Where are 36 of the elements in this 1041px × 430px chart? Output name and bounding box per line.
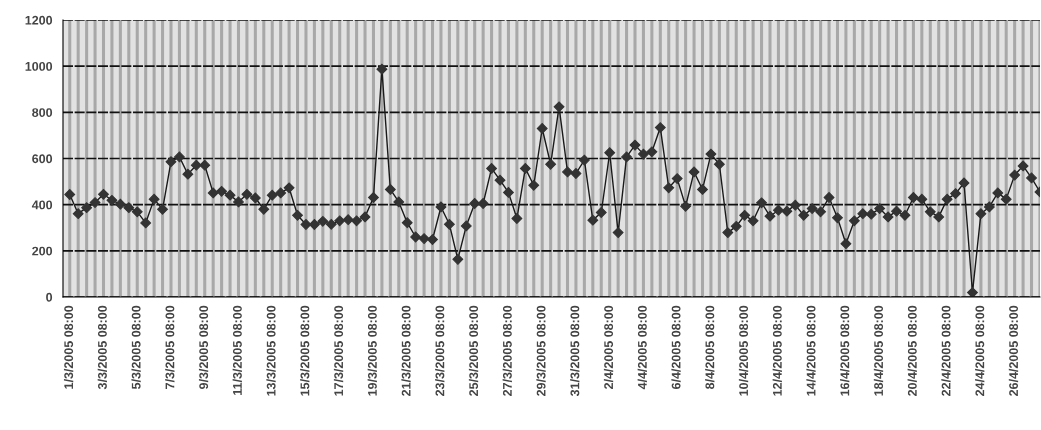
y-tick-label: 0 — [46, 292, 53, 302]
y-tick-label: 1200 — [25, 15, 53, 25]
y-tick-label: 1000 — [25, 61, 53, 71]
x-tick-label: 27/3/2005 08:00 — [502, 305, 512, 396]
x-tick-label: 17/3/2005 08:00 — [333, 305, 344, 396]
x-tick-label: 19/3/2005 08:00 — [367, 305, 377, 396]
x-tick-label: 2/4/2005 08:00 — [603, 305, 614, 389]
x-tick-label: 25/3/2005 08:00 — [468, 305, 479, 396]
x-tick-label: 9/3/2005 08:00 — [198, 305, 209, 389]
x-tick-label: 16/4/2005 08:00 — [840, 305, 850, 396]
x-tick-label: 18/4/2005 08:00 — [873, 305, 884, 396]
x-tick-label: 13/3/2005 08:00 — [266, 305, 276, 396]
x-tick-label: 15/3/2005 08:00 — [300, 305, 310, 396]
x-tick-label: 24/4/2005 08:00 — [975, 305, 985, 396]
x-tick-label: 7/3/2005 08:00 — [165, 305, 175, 389]
x-tick-label: 12/4/2005 08:00 — [772, 305, 782, 396]
x-tick-label: 3/3/2005 08:00 — [97, 305, 107, 390]
x-tick-label: 11/3/2005 08:00 — [232, 305, 242, 395]
x-tick-label: 10/4/2005 08:00 — [738, 305, 749, 396]
x-tick-label: 29/3/2005 08:00 — [536, 305, 546, 396]
x-tick-label: 4/4/2005 08:00 — [637, 305, 647, 390]
x-tick-label: 8/4/2005 08:00 — [705, 305, 715, 390]
x-tick-label: 31/3/2005 08:00 — [570, 305, 580, 397]
x-tick-label: 5/3/2005 08:00 — [131, 305, 141, 390]
x-tick-label: 22/4/2005 08:00 — [941, 305, 951, 396]
x-tick-label: 1/3/2005 08:00 — [63, 305, 74, 389]
x-tick-label: 6/4/2005 08:00 — [671, 305, 681, 389]
y-tick-label: 200 — [32, 246, 53, 256]
y-tick-label: 600 — [32, 154, 53, 164]
y-tick-label: 800 — [32, 108, 53, 117]
y-tick-label: 400 — [31, 200, 53, 210]
x-tick-label: 26/4/2005 08:00 — [1008, 305, 1019, 396]
x-tick-label: 23/3/2005 08:00 — [435, 305, 445, 396]
x-tick-label: 21/3/2005 08:00 — [401, 305, 411, 396]
x-tick-label: 14/4/2005 08:00 — [806, 305, 816, 396]
x-tick-label: 20/4/2005 08:00 — [907, 305, 917, 396]
